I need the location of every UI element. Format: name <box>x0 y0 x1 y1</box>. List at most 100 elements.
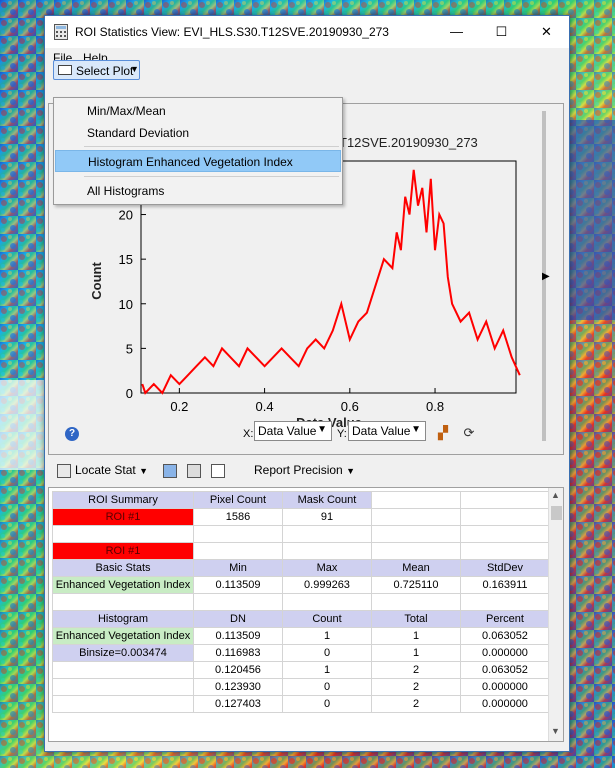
table-cell[interactable]: Binsize=0.003474 <box>52 644 194 662</box>
select-plot-label: Select Plot <box>76 64 134 78</box>
table-cell[interactable]: 0.000000 <box>460 644 550 662</box>
y-axis-selector-label: Y: <box>337 428 347 440</box>
table-cell[interactable]: 0.113509 <box>193 576 283 594</box>
chevron-down-icon: ▼ <box>411 424 421 435</box>
table-cell[interactable] <box>460 508 550 526</box>
table-cell[interactable] <box>52 678 194 696</box>
table-cell[interactable]: 0.127403 <box>193 695 283 713</box>
grid-view-icon[interactable] <box>163 464 177 478</box>
copy-icon[interactable] <box>211 464 225 478</box>
table-cell[interactable]: ROI Summary <box>52 491 194 509</box>
y-axis-select[interactable]: Data Value ▼ <box>348 421 426 441</box>
table-cell[interactable] <box>460 542 550 560</box>
menu-item-min-max-mean[interactable]: Min/Max/Mean <box>87 104 166 118</box>
menu-item-standard-deviation[interactable]: Standard Deviation <box>87 126 190 140</box>
table-cell[interactable]: 0 <box>282 678 372 696</box>
table-cell[interactable]: 1 <box>371 644 461 662</box>
table-cell[interactable]: Pixel Count <box>193 491 283 509</box>
chevron-down-icon: ▼ <box>317 424 327 435</box>
maximize-button[interactable]: ☐ <box>495 24 508 39</box>
y-tick-label: 20 <box>119 208 133 223</box>
x-axis-ticks: 0.2 0.4 0.6 0.8 <box>170 388 444 414</box>
table-cell[interactable] <box>282 542 372 560</box>
table-cell[interactable] <box>282 593 372 611</box>
table-cell[interactable] <box>52 525 194 543</box>
table-cell[interactable] <box>371 508 461 526</box>
table-cell[interactable]: Min <box>193 559 283 577</box>
table-cell[interactable]: 0.116983 <box>193 644 283 662</box>
table-cell[interactable] <box>460 593 550 611</box>
menu-item-histogram-evi[interactable]: Histogram Enhanced Vegetation Index <box>55 150 341 172</box>
table-cell[interactable] <box>193 542 283 560</box>
table-cell[interactable] <box>52 593 194 611</box>
table-row: 0.127403 0 2 0.000000 <box>52 695 550 713</box>
table-cell[interactable]: 1 <box>282 661 372 679</box>
table-cell[interactable]: Max <box>282 559 372 577</box>
table-scrollbar[interactable]: ▲ ▼ <box>548 488 563 741</box>
title-bar[interactable]: ROI Statistics View: EVI_HLS.S30.T12SVE.… <box>45 16 569 48</box>
table-cell[interactable]: 2 <box>371 678 461 696</box>
table-cell[interactable]: 0.999263 <box>282 576 372 594</box>
table-cell[interactable]: 2 <box>371 695 461 713</box>
table-cell[interactable]: 2 <box>371 661 461 679</box>
table-cell[interactable]: 0.120456 <box>193 661 283 679</box>
table-cell[interactable]: Basic Stats <box>52 559 194 577</box>
table-cell[interactable]: Enhanced Vegetation Index <box>52 576 194 594</box>
menu-item-all-histograms[interactable]: All Histograms <box>87 184 165 198</box>
table-cell[interactable]: Histogram <box>52 610 194 628</box>
table-cell[interactable]: 0.063052 <box>460 627 550 645</box>
table-cell[interactable]: ROI #1 <box>52 542 194 560</box>
stairs-plot-icon[interactable]: ▞ <box>438 425 448 440</box>
refresh-icon[interactable]: ⟳ <box>463 425 475 440</box>
locate-stat-button[interactable]: Locate Stat ▼ <box>75 463 148 481</box>
table-cell[interactable]: Mean <box>371 559 461 577</box>
table-cell[interactable]: 0.063052 <box>460 661 550 679</box>
y-tick-label: 15 <box>119 252 133 267</box>
table-cell[interactable]: 1586 <box>193 508 283 526</box>
table-cell[interactable] <box>52 695 194 713</box>
scroll-up-icon[interactable]: ▲ <box>551 490 560 500</box>
table-cell[interactable] <box>460 491 550 509</box>
x-tick-label: 0.2 <box>170 399 188 414</box>
x-axis-select[interactable]: Data Value ▼ <box>254 421 332 441</box>
table-cell[interactable]: 0 <box>282 644 372 662</box>
table-cell[interactable]: 0.000000 <box>460 695 550 713</box>
table-cell[interactable]: 0.000000 <box>460 678 550 696</box>
plot-scrollbar[interactable] <box>542 111 546 441</box>
table-cell[interactable] <box>52 661 194 679</box>
scrollbar-thumb[interactable] <box>551 506 562 520</box>
table-cell[interactable]: StdDev <box>460 559 550 577</box>
table-cell[interactable]: Total <box>371 610 461 628</box>
table-cell[interactable]: ROI #1 <box>52 508 194 526</box>
table-cell[interactable] <box>193 593 283 611</box>
table-cell[interactable]: Enhanced Vegetation Index <box>52 627 194 645</box>
table-cell[interactable]: 0 <box>282 695 372 713</box>
table-cell[interactable]: Count <box>282 610 372 628</box>
table-cell[interactable]: DN <box>193 610 283 628</box>
table-cell[interactable]: Mask Count <box>282 491 372 509</box>
table-cell[interactable]: 91 <box>282 508 372 526</box>
help-icon[interactable]: ? <box>65 427 79 441</box>
close-button[interactable]: ✕ <box>541 24 552 39</box>
table-cell[interactable]: 0.725110 <box>371 576 461 594</box>
scroll-down-icon[interactable]: ▼ <box>551 726 560 736</box>
table-cell[interactable]: 0.113509 <box>193 627 283 645</box>
minimize-button[interactable]: — <box>450 24 463 39</box>
select-plot-button[interactable]: Select Plot ▼ <box>53 60 140 80</box>
table-cell[interactable]: 1 <box>282 627 372 645</box>
table-cell[interactable] <box>371 542 461 560</box>
expand-arrow-icon[interactable]: ▶ <box>542 271 550 282</box>
table-cell[interactable]: 0.163911 <box>460 576 550 594</box>
table-cell[interactable] <box>371 593 461 611</box>
table-cell[interactable] <box>371 491 461 509</box>
table-cell[interactable]: 1 <box>371 627 461 645</box>
table-cell[interactable] <box>460 525 550 543</box>
table-row: Enhanced Vegetation Index 0.113509 1 1 0.063… <box>52 627 550 645</box>
table-cell[interactable] <box>371 525 461 543</box>
report-precision-button[interactable]: Report Precision ▼ <box>254 463 355 481</box>
table-cell[interactable] <box>282 525 372 543</box>
table-view-icon[interactable] <box>187 464 201 478</box>
table-cell[interactable]: 0.123930 <box>193 678 283 696</box>
table-cell[interactable]: Percent <box>460 610 550 628</box>
table-cell[interactable] <box>193 525 283 543</box>
